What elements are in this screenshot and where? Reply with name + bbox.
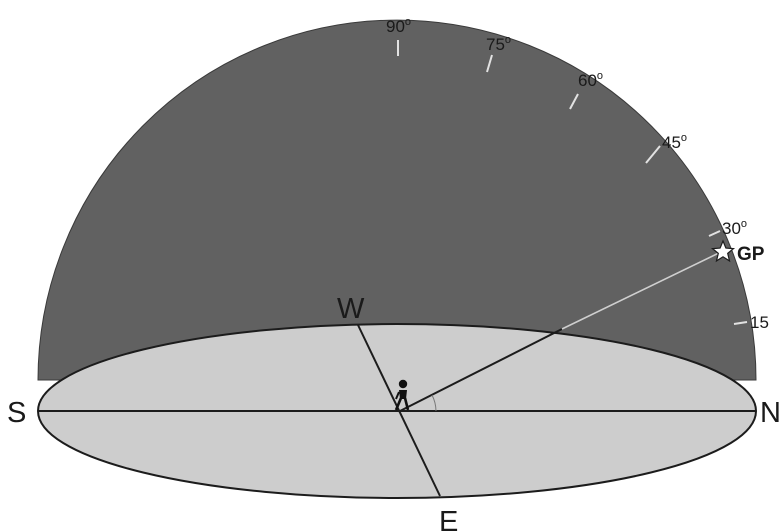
altitude-label-30: 30o [722,218,747,238]
altitude-label-15: 15 [750,313,769,332]
star-label-gp: GP [737,244,765,265]
label-east: E [439,506,458,532]
label-west: W [337,293,365,325]
altitude-label-45: 45o [662,132,687,152]
label-north: N [760,397,781,429]
label-south: S [7,397,26,429]
